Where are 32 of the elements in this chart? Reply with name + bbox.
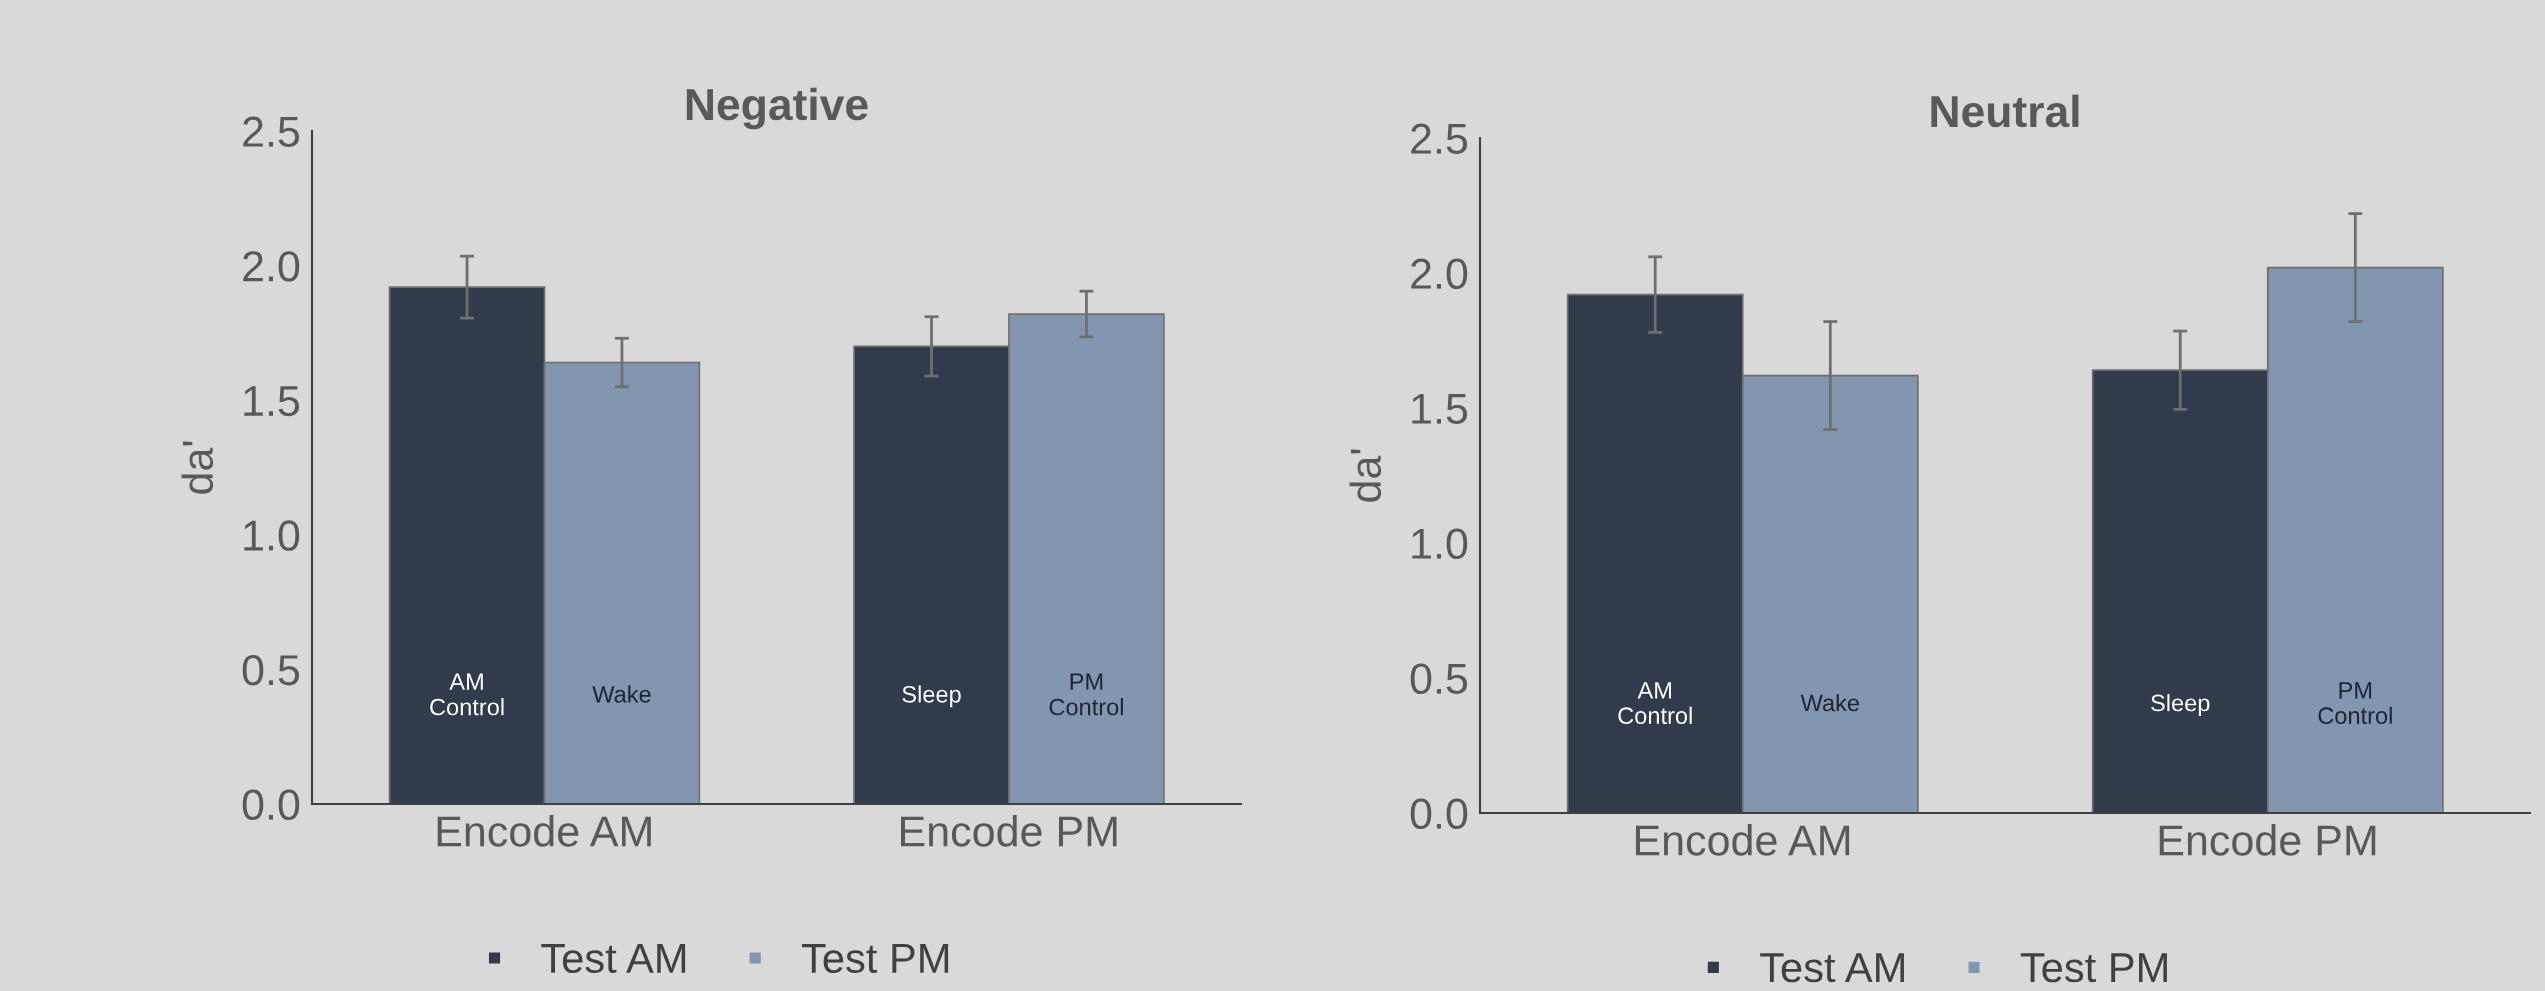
annotation: AM Control [1618, 682, 1692, 725]
x-tick-label: Encode AM [437, 815, 651, 847]
annotation: PM Control [1049, 673, 1123, 716]
y-tick-label: 2.0 [1411, 258, 1468, 290]
annotation: AM Control [430, 673, 504, 716]
annotation: Wake [1800, 693, 1859, 712]
y-tick-label: 1.0 [244, 520, 300, 551]
y-tick-label: 0.5 [1410, 663, 1468, 695]
x-tick-label: Encode PM [2159, 824, 2376, 856]
chart-title: Negative [686, 87, 868, 130]
y-axis-title: da' [1349, 449, 1382, 502]
y-tick-label: 0.0 [242, 789, 300, 821]
annotation: Sleep [2151, 693, 2210, 717]
legend-label: Test AM [541, 943, 686, 974]
y-tick-label: 0.0 [1410, 798, 1468, 830]
chart-title: Neutral [1931, 94, 2079, 128]
annotation: PM Control [2318, 682, 2392, 725]
y-tick-label: 2.5 [1411, 123, 1468, 155]
y-tick-label: 2.5 [243, 116, 300, 148]
y-axis-title: da' [181, 441, 214, 494]
y-tick-label: 1.5 [244, 386, 300, 417]
y-tick-label: 1.5 [1412, 393, 1468, 425]
annotation: Sleep [902, 685, 961, 708]
legend-label: Test AM [1760, 953, 1904, 983]
y-tick-label: 0.5 [242, 654, 300, 686]
y-tick-label: 1.0 [1412, 528, 1468, 560]
annotation: Wake [592, 685, 651, 703]
x-tick-label: Encode PM [901, 815, 1117, 847]
x-tick-label: Encode AM [1635, 824, 1850, 856]
y-tick-label: 2.0 [243, 251, 300, 282]
legend-label: Test PM [2020, 953, 2167, 983]
legend-label: Test PM [801, 943, 949, 974]
